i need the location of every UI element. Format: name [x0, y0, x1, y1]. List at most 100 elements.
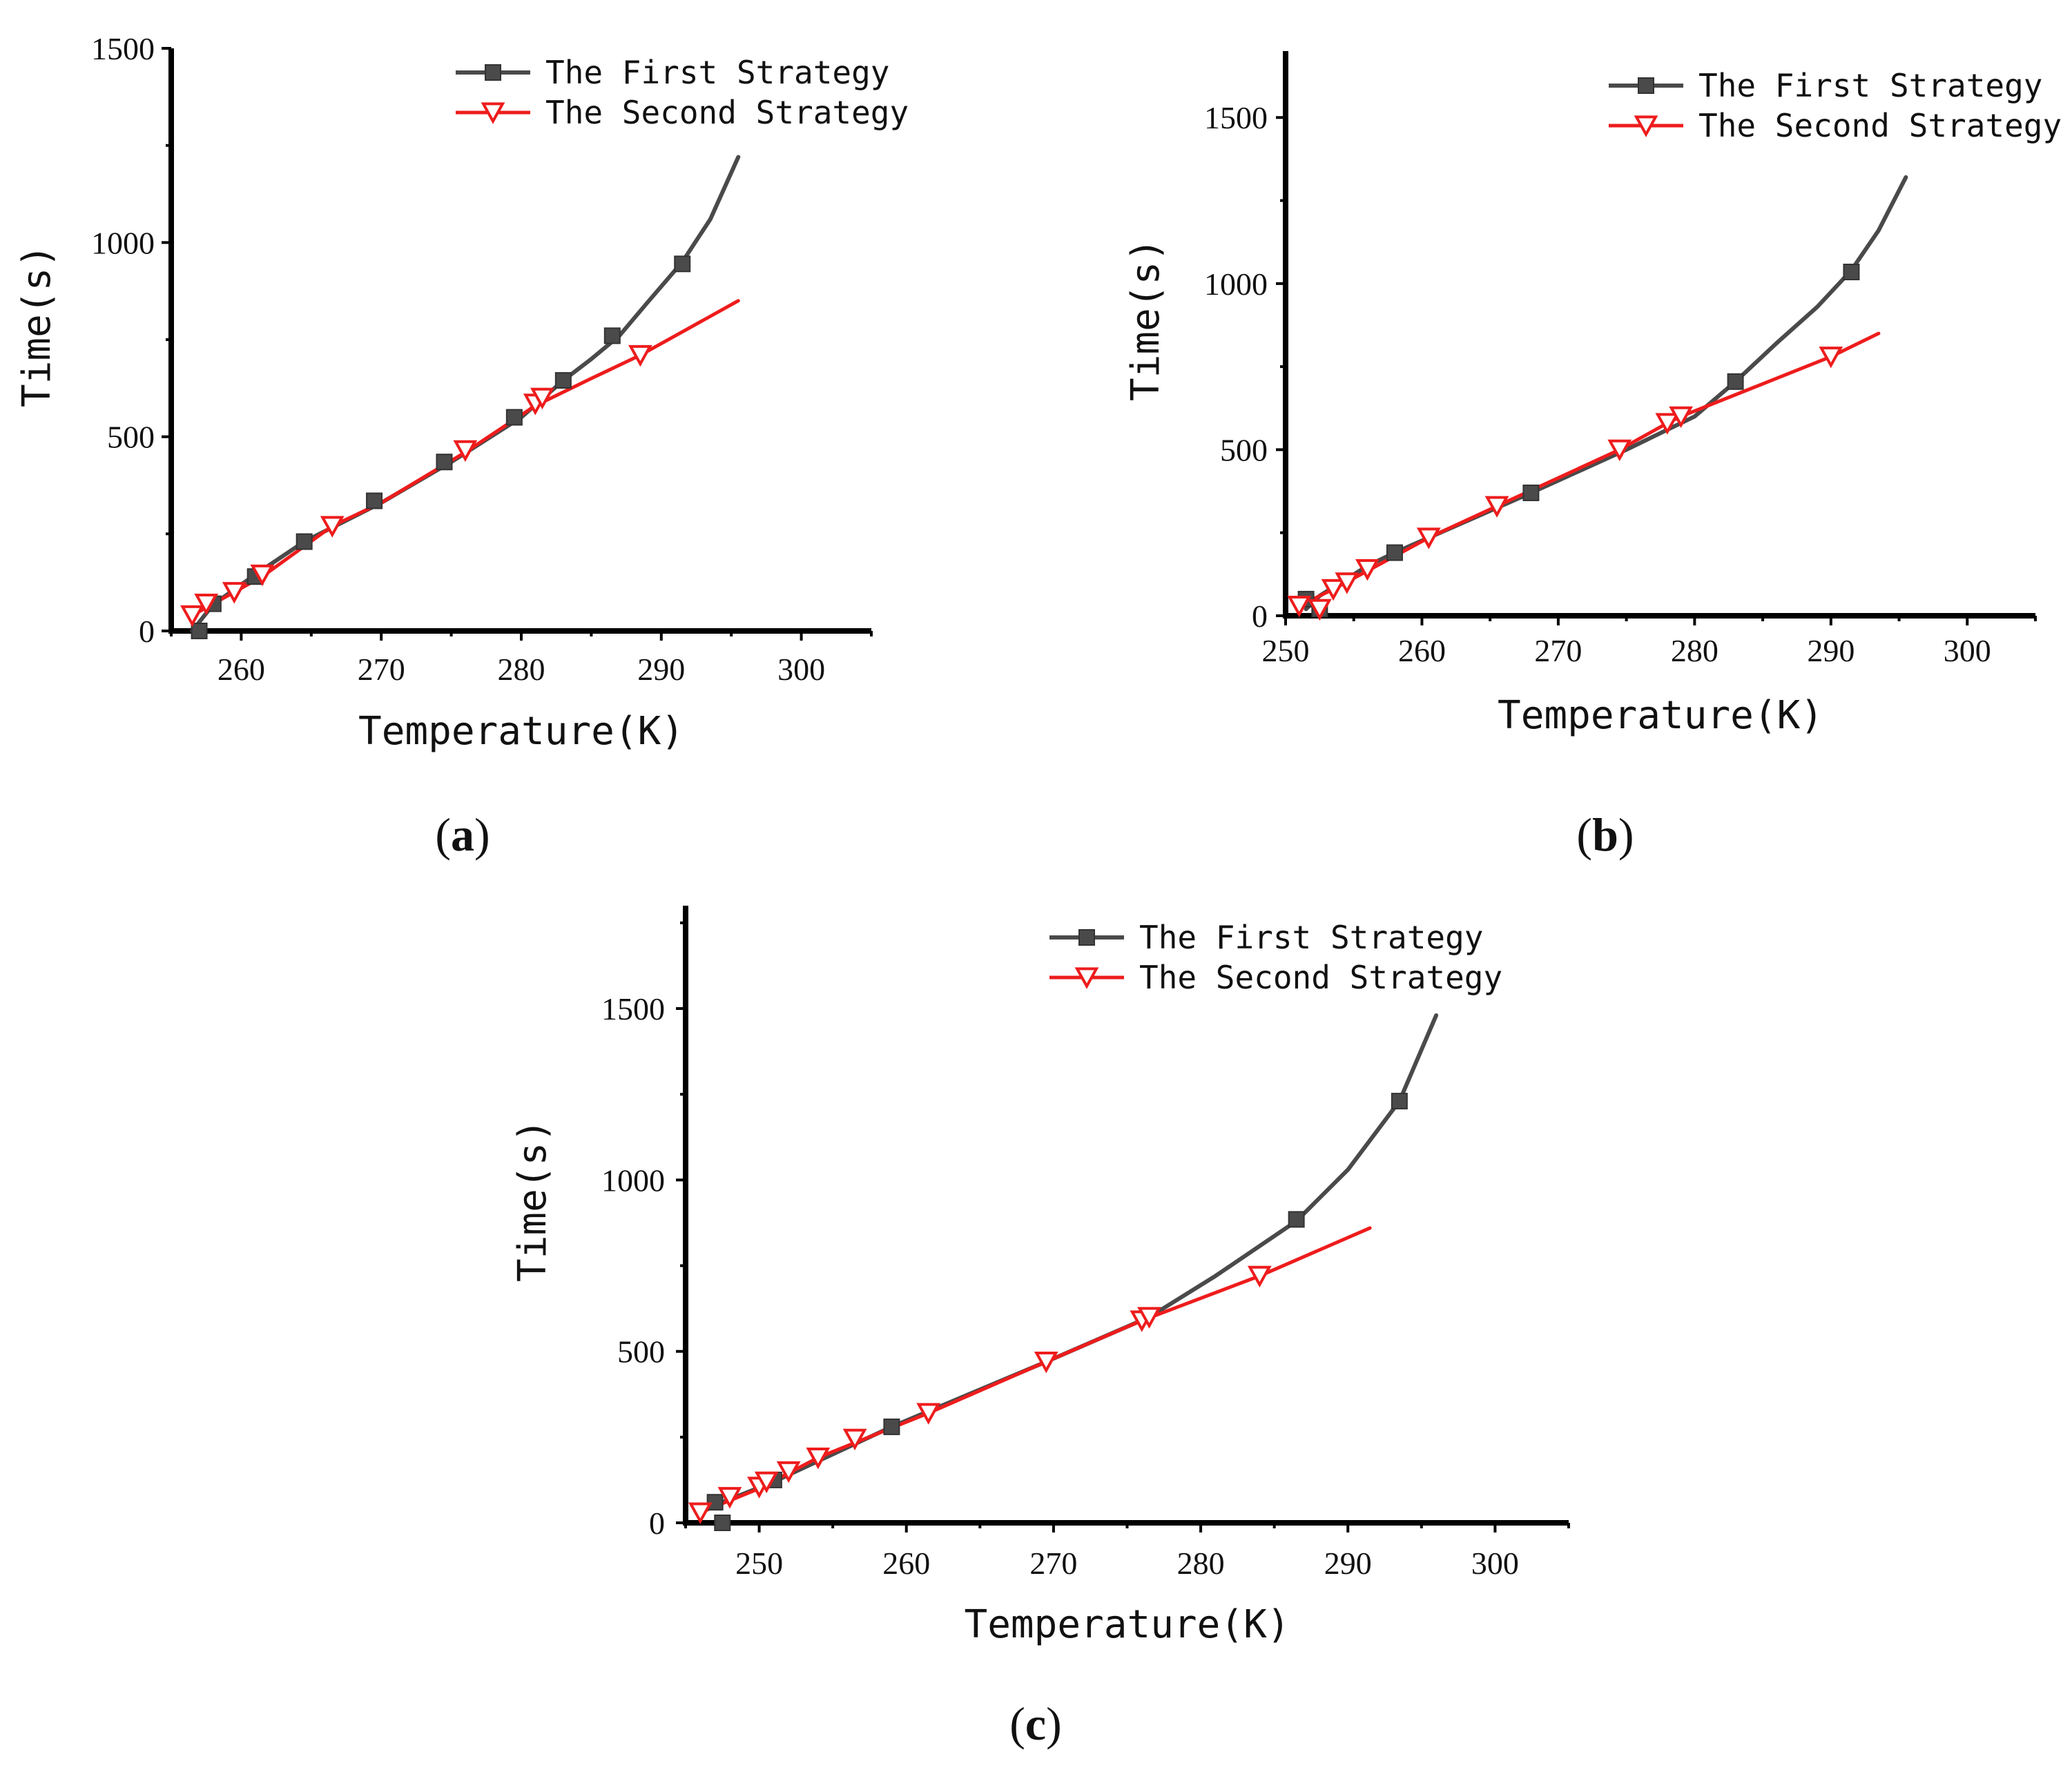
y-tick-label: 1000: [91, 225, 155, 260]
first-strategy-line: [698, 1013, 1439, 1515]
second-strategy-point: [1335, 572, 1359, 594]
y-tick-label: 500: [107, 420, 155, 455]
second-strategy-point: [717, 1487, 742, 1509]
x-axis-title: Temperature(K): [1498, 693, 1823, 738]
first-strategy-point: [554, 372, 572, 389]
x-tick-label: 290: [1807, 633, 1855, 668]
first-strategy-point: [1391, 1093, 1408, 1110]
panel-label: (a): [435, 808, 490, 861]
second-strategy-point: [776, 1461, 801, 1483]
second-strategy-point: [1287, 595, 1312, 618]
first-strategy-point: [436, 454, 453, 471]
x-tick-label: 270: [1029, 1546, 1077, 1581]
x-tick-label: 300: [1944, 633, 1991, 668]
legend-first-marker: [1078, 929, 1095, 946]
x-tick-label: 290: [637, 652, 685, 687]
second-strategy-point: [754, 1471, 779, 1494]
legend-first-marker: [485, 64, 501, 81]
x-tick-label: 260: [882, 1546, 930, 1581]
x-tick-label: 270: [358, 652, 405, 687]
second-strategy-point: [180, 605, 204, 627]
legend-second-label: The Second Strategy: [545, 94, 909, 131]
first-strategy-point: [296, 533, 313, 550]
first-strategy-point: [505, 409, 523, 426]
y-axis-title: Time(s): [14, 244, 59, 407]
second-strategy-point: [1355, 559, 1379, 581]
y-tick-label: 0: [139, 614, 155, 649]
legend-second-label: The Second Strategy: [1139, 959, 1502, 996]
y-tick-label: 1000: [1204, 266, 1268, 302]
first-strategy-point: [191, 623, 208, 639]
second-strategy-point: [1484, 496, 1509, 518]
y-tick-label: 1500: [1204, 100, 1268, 135]
second-strategy-point: [1655, 413, 1680, 435]
first-strategy-line: [190, 155, 741, 633]
x-tick-label: 290: [1324, 1546, 1372, 1581]
second-strategy-point: [1247, 1265, 1272, 1288]
second-strategy-point: [688, 1502, 713, 1524]
legend-first-label: The First Strategy: [1139, 919, 1484, 956]
first-strategy-point: [1843, 263, 1860, 280]
first-strategy-point: [603, 327, 621, 344]
x-axis-title: Temperature(K): [358, 709, 684, 754]
y-tick-label: 500: [1220, 432, 1268, 467]
first-strategy-point: [1288, 1211, 1305, 1228]
x-tick-label: 280: [1177, 1546, 1225, 1581]
first-strategy-point: [1727, 373, 1744, 390]
first-strategy-point: [706, 1494, 724, 1511]
second-strategy-point: [1607, 439, 1632, 462]
second-strategy-point: [1416, 527, 1441, 549]
panel-c: 250 260 270 280 290 300 0 500 1000 1500 Temperatur…: [510, 906, 1570, 1750]
second-strategy-point: [1307, 598, 1332, 621]
panel-label: (c): [1009, 1697, 1062, 1750]
first-strategy-point: [883, 1418, 900, 1435]
x-axis-title: Temperature(K): [964, 1602, 1290, 1647]
second-strategy-point: [320, 516, 345, 538]
second-strategy-point: [1137, 1307, 1161, 1329]
second-strategy-line: [190, 299, 740, 617]
y-tick-label: 0: [1252, 598, 1268, 634]
legend-first-label: The First Strategy: [545, 54, 890, 91]
first-strategy-point: [674, 255, 691, 273]
x-tick-label: 250: [735, 1546, 783, 1581]
x-tick-label: 270: [1534, 633, 1582, 668]
x-tick-label: 250: [1262, 633, 1310, 668]
y-axis-title: Time(s): [510, 1119, 555, 1282]
panel-a: 260 270 280 290 300 0 500 1000 1500 Temperature(K…: [14, 31, 909, 861]
legend-second-marker: [481, 102, 505, 124]
legend-second-marker: [1634, 115, 1658, 137]
second-strategy-point: [842, 1428, 867, 1451]
first-strategy-point: [714, 1515, 731, 1531]
y-axis-title: Time(s): [1123, 238, 1168, 401]
first-strategy-point: [366, 492, 383, 509]
legend-first-label: The First Strategy: [1698, 67, 2043, 104]
y-tick-label: 500: [617, 1334, 665, 1370]
first-strategy-point: [1522, 484, 1540, 501]
x-tick-label: 260: [1398, 633, 1446, 668]
y-tick-label: 1500: [91, 31, 155, 66]
first-strategy-point: [1386, 544, 1403, 561]
x-tick-label: 280: [1671, 633, 1718, 668]
second-strategy-point: [1819, 347, 1843, 369]
x-tick-label: 300: [777, 652, 825, 687]
x-tick-label: 260: [217, 652, 265, 687]
second-strategy-point: [1321, 578, 1346, 601]
panel-b: 250 260 270 280 290 300 0 500 1000 1500 Temperatur…: [1123, 51, 2062, 861]
second-strategy-point: [222, 582, 246, 604]
panel-label: (b): [1576, 808, 1634, 861]
y-tick-label: 1000: [601, 1162, 665, 1198]
legend-second-marker: [1074, 967, 1099, 989]
x-tick-label: 300: [1471, 1546, 1519, 1581]
y-tick-label: 0: [649, 1506, 665, 1541]
legend-second-label: The Second Strategy: [1698, 107, 2062, 144]
legend-first-marker: [1638, 77, 1654, 94]
second-strategy-line: [1297, 331, 1881, 608]
second-strategy-point: [250, 564, 275, 587]
second-strategy-point: [628, 344, 652, 367]
second-strategy-point: [1669, 406, 1694, 429]
first-strategy-line: [1304, 175, 1908, 612]
